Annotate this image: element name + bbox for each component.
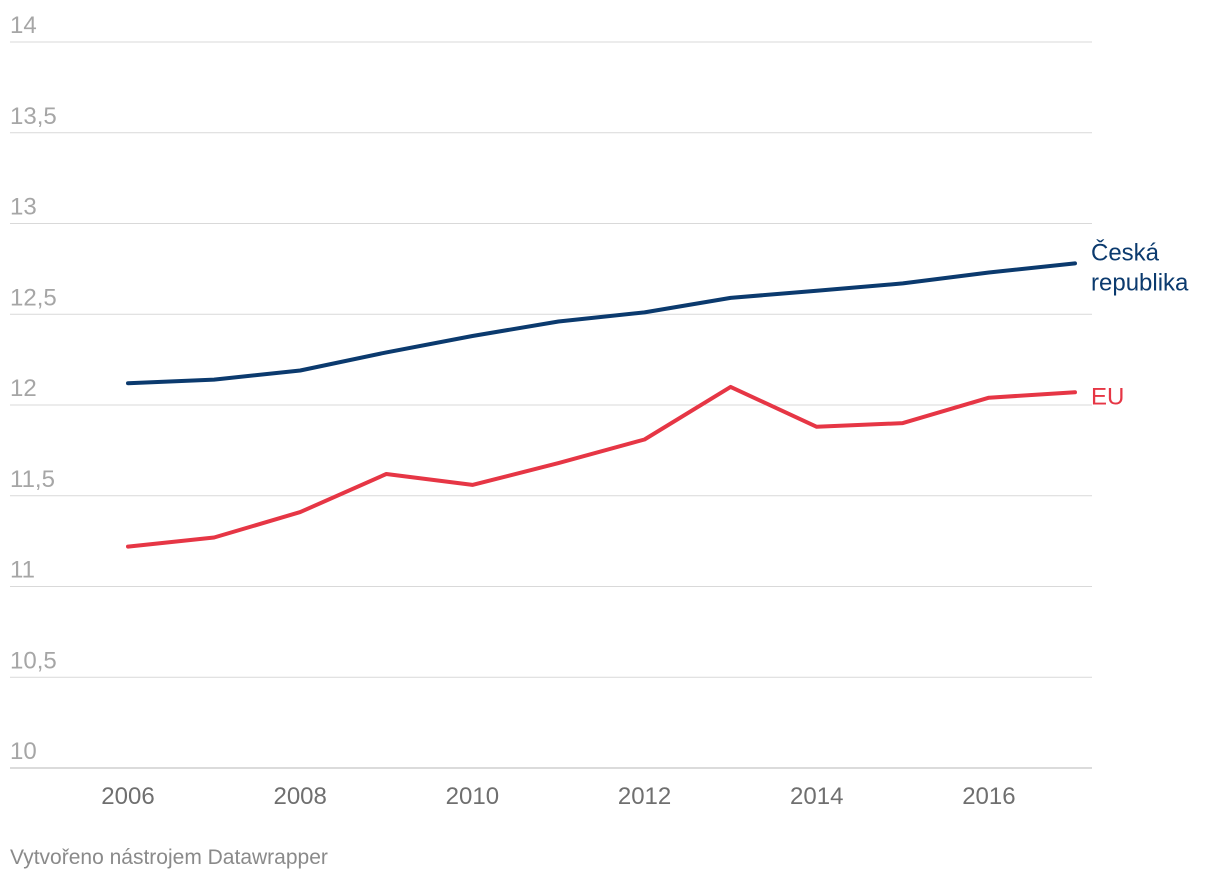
x-tick-label: 2010: [446, 783, 499, 810]
y-tick-label: 10,5: [10, 647, 57, 674]
x-tick-label: 2014: [790, 783, 843, 810]
series-line-eu: [126, 384, 1077, 549]
y-tick-label: 13: [10, 194, 37, 221]
datawrapper-credit: Vytvořeno nástrojem Datawrapper: [10, 846, 328, 869]
series-label: republika: [1091, 269, 1189, 296]
y-tick-label: 13,5: [10, 103, 57, 130]
series-label: EU: [1091, 383, 1124, 410]
x-tick-label: 2012: [618, 783, 671, 810]
y-tick-label: 12: [10, 375, 37, 402]
y-tick-label: 11,5: [10, 466, 55, 493]
series-line-ceska-republika: [126, 261, 1077, 386]
x-axis-ticks: 2006 2008 2010 2012 2014 2016: [101, 783, 1015, 810]
y-tick-label: 11: [10, 557, 35, 584]
y-tick-label: 10: [10, 738, 37, 765]
x-tick-label: 2006: [101, 783, 154, 810]
x-tick-label: 2008: [273, 783, 326, 810]
x-tick-label: 2016: [962, 783, 1015, 810]
y-axis-ticks: 14 13,5 13 12,5 12 11,5 11 10,5 10: [10, 12, 57, 765]
series-label: Česká: [1091, 238, 1160, 266]
y-tick-label: 12,5: [10, 284, 57, 311]
gridlines: [10, 41, 1092, 769]
series-labels: Česká republika EU: [1091, 238, 1189, 410]
y-tick-label: 14: [10, 12, 37, 39]
series-lines: [126, 261, 1077, 549]
